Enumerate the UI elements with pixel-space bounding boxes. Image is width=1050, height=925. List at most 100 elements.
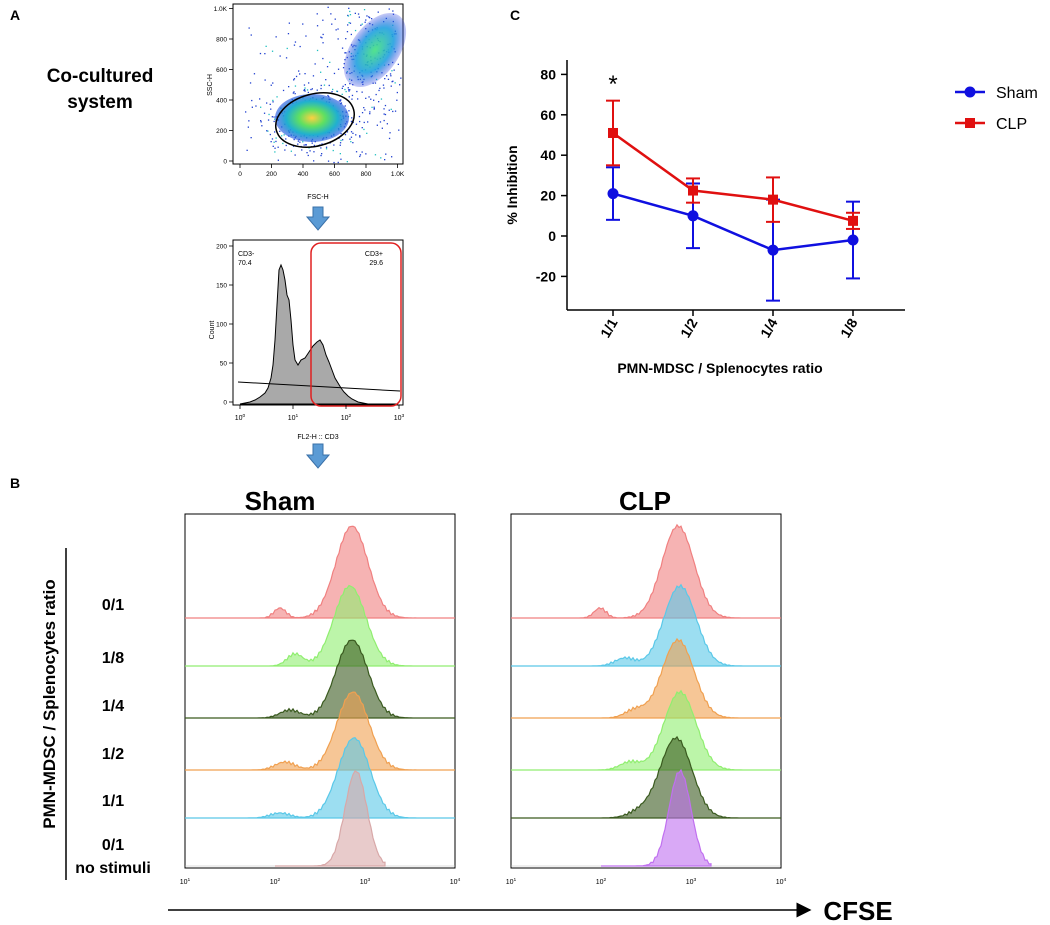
event-dot bbox=[345, 52, 347, 54]
event-dot bbox=[294, 154, 296, 156]
cfse-histogram bbox=[511, 689, 781, 771]
event-dot bbox=[270, 108, 272, 110]
y-tick-label: -20 bbox=[536, 268, 556, 284]
event-dot bbox=[347, 24, 349, 26]
upper-population bbox=[343, 12, 407, 88]
event-dot bbox=[384, 78, 386, 80]
event-dot bbox=[303, 89, 306, 91]
event-dot bbox=[339, 100, 342, 102]
event-dot bbox=[341, 47, 344, 49]
event-dot bbox=[398, 129, 400, 131]
event-dot bbox=[361, 127, 363, 129]
event-dot bbox=[357, 98, 359, 100]
event-dot bbox=[337, 28, 339, 30]
event-dot bbox=[369, 113, 371, 115]
event-dot bbox=[277, 146, 279, 148]
event-dot bbox=[271, 138, 274, 140]
event-dot bbox=[391, 70, 393, 72]
event-dot bbox=[345, 90, 347, 93]
event-dot bbox=[379, 87, 381, 89]
event-dot bbox=[320, 84, 322, 87]
clp-point bbox=[688, 185, 698, 196]
event-dot bbox=[396, 91, 398, 94]
event-dot bbox=[390, 108, 392, 110]
sham-overlay-frame bbox=[184, 513, 456, 869]
event-dot bbox=[340, 158, 342, 160]
event-dot bbox=[322, 42, 324, 44]
histogram-x-tick-label: 100 bbox=[235, 413, 246, 422]
scatter-y-tick-label: 1.0K bbox=[214, 6, 228, 13]
event-dot bbox=[347, 15, 350, 17]
event-dot bbox=[344, 52, 346, 54]
event-dot bbox=[397, 63, 399, 65]
event-dot bbox=[384, 104, 387, 107]
event-dot bbox=[359, 136, 361, 138]
x-tick-label: 1/1 bbox=[597, 315, 621, 340]
cfse-histogram bbox=[185, 639, 455, 719]
event-dot bbox=[253, 73, 256, 75]
event-dot bbox=[320, 36, 322, 38]
event-dot bbox=[322, 33, 324, 36]
sham-point bbox=[687, 210, 699, 222]
legend-label: Sham bbox=[996, 85, 1038, 102]
event-dot bbox=[313, 160, 315, 162]
event-dot bbox=[284, 149, 286, 151]
cfse-label: CFSE bbox=[823, 896, 892, 925]
row-label: 1/1 bbox=[102, 793, 124, 810]
event-dot bbox=[346, 31, 349, 33]
event-dot bbox=[370, 98, 372, 100]
event-dot bbox=[388, 8, 390, 10]
event-dot bbox=[383, 119, 385, 122]
event-dot bbox=[334, 18, 336, 20]
event-dot bbox=[393, 69, 395, 71]
event-dot bbox=[305, 144, 307, 146]
event-dot bbox=[275, 137, 277, 139]
event-dot bbox=[321, 143, 323, 145]
row-label: no stimuli bbox=[75, 860, 151, 877]
histogram-y-tick-label: 0 bbox=[223, 400, 227, 407]
event-dot bbox=[293, 44, 296, 46]
y-tick-label: 40 bbox=[540, 147, 556, 163]
event-dot bbox=[391, 81, 393, 83]
event-dot bbox=[270, 141, 272, 143]
event-dot bbox=[279, 130, 281, 132]
legend-marker bbox=[965, 118, 975, 128]
overlay-x-tick-label: 101 bbox=[506, 877, 517, 886]
event-dot bbox=[305, 144, 307, 146]
clp-overlay-frame bbox=[510, 513, 782, 869]
histogram-x-tick-label: 103 bbox=[394, 413, 405, 422]
overlay-x-tick-label: 101 bbox=[180, 877, 191, 886]
event-dot bbox=[348, 110, 350, 112]
ratio-axis-label: PMN-MDSC / Splenocytes ratio bbox=[40, 579, 59, 828]
event-dot bbox=[365, 19, 367, 21]
event-dot bbox=[359, 135, 361, 137]
event-dot bbox=[369, 17, 371, 19]
row-labels: 0/1 1/8 1/4 1/2 1/1 0/1 no stimuli bbox=[75, 597, 151, 877]
event-dot bbox=[263, 112, 266, 114]
event-dot bbox=[340, 132, 342, 135]
event-dot bbox=[380, 157, 382, 159]
event-dot bbox=[342, 85, 344, 87]
gate-right-name: CD3+ bbox=[365, 251, 383, 258]
row-label: 0/1 bbox=[102, 837, 124, 854]
event-dot bbox=[307, 91, 309, 94]
system-label-line2: system bbox=[67, 92, 133, 113]
event-dot bbox=[316, 89, 318, 91]
event-dot bbox=[399, 84, 401, 86]
event-dot bbox=[344, 88, 346, 91]
event-dot bbox=[350, 120, 353, 123]
event-dot bbox=[310, 88, 312, 91]
event-dot bbox=[350, 33, 352, 36]
event-dot bbox=[337, 68, 340, 70]
event-dot bbox=[390, 75, 392, 77]
event-dot bbox=[298, 70, 300, 72]
event-dot bbox=[363, 121, 365, 124]
event-dot bbox=[384, 159, 386, 161]
event-dot bbox=[374, 154, 377, 156]
event-dot bbox=[294, 93, 296, 95]
event-dot bbox=[320, 87, 322, 90]
histogram-xlabel: FL2-H :: CD3 bbox=[297, 434, 338, 441]
panel-label-a: A bbox=[10, 7, 20, 23]
event-dot bbox=[283, 134, 285, 136]
event-dot bbox=[388, 137, 391, 140]
